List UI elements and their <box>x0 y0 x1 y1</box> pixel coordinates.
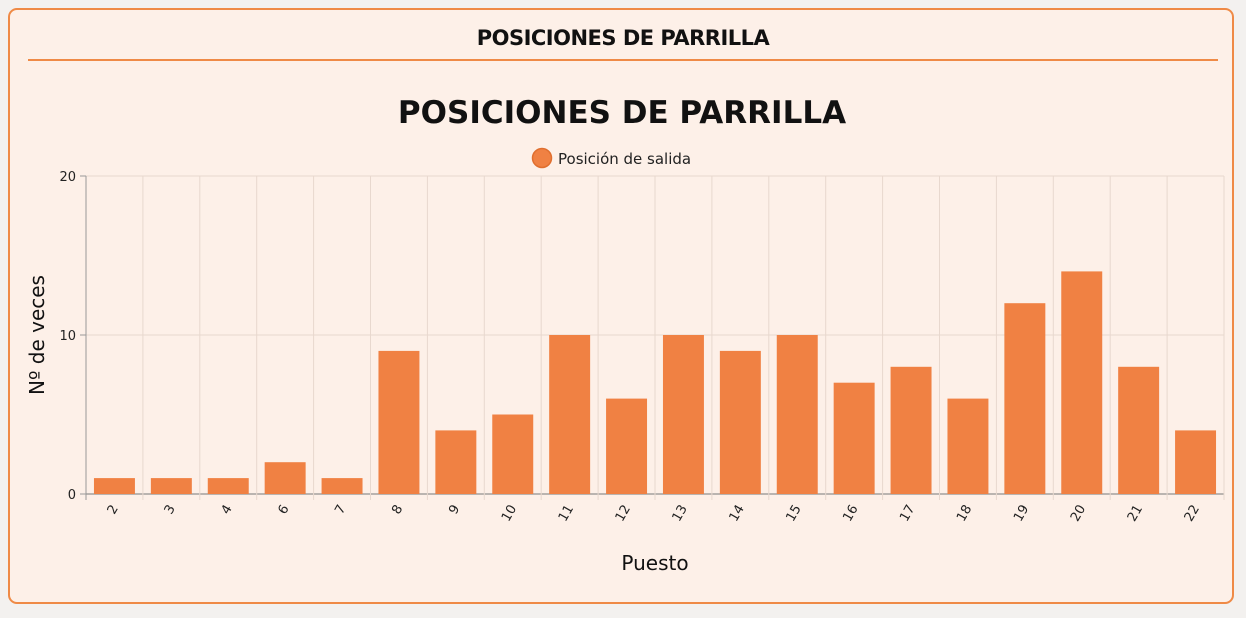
x-tick-label: 10 <box>499 503 520 525</box>
bar-9[interactable] <box>435 430 477 494</box>
x-tick-label: 19 <box>1011 503 1032 525</box>
x-tick-label: 15 <box>783 503 804 525</box>
x-tick-label: 4 <box>219 503 236 518</box>
y-axis-ticks: 0 10 20 <box>59 170 86 503</box>
grid-lines <box>85 175 1225 500</box>
x-tick-label: 6 <box>275 503 292 518</box>
bar-10[interactable] <box>492 414 534 495</box>
legend-label: Posición de salida <box>558 150 691 168</box>
bar-4[interactable] <box>207 478 249 494</box>
bar-13[interactable] <box>662 335 704 494</box>
bars <box>93 271 1217 495</box>
x-tick-label: 16 <box>840 503 861 525</box>
x-axis-ticks: 2 3 4 6 7 8 9 10 11 12 13 14 15 16 17 18 19 20 21 22 <box>105 503 1203 525</box>
x-tick-label: 8 <box>389 503 406 518</box>
x-tick-label: 21 <box>1125 503 1146 525</box>
legend[interactable]: Posición de salida <box>531 147 692 169</box>
y-tick-label: 10 <box>59 329 76 344</box>
x-tick-label: 13 <box>670 503 691 525</box>
bar-7[interactable] <box>321 478 363 494</box>
bar-15[interactable] <box>776 335 818 494</box>
bar-11[interactable] <box>549 335 591 494</box>
bar-8[interactable] <box>378 350 420 494</box>
bar-2[interactable] <box>93 478 135 494</box>
panel-title: POSICIONES DE PARRILLA <box>28 10 1218 61</box>
x-tick-label: 14 <box>727 503 748 525</box>
bar-22[interactable] <box>1175 430 1217 494</box>
x-tick-label: 11 <box>556 503 577 525</box>
y-tick-label: 20 <box>59 170 76 185</box>
bar-21[interactable] <box>1118 366 1160 494</box>
x-tick-label: 12 <box>613 503 634 525</box>
x-tick-label: 17 <box>897 503 918 525</box>
y-tick-label: 0 <box>68 488 76 503</box>
bar-3[interactable] <box>150 478 192 494</box>
x-tick-label: 3 <box>162 503 179 518</box>
x-tick-label: 7 <box>332 503 349 518</box>
bar-12[interactable] <box>606 398 648 494</box>
bar-16[interactable] <box>833 382 875 494</box>
y-axis-label: Nº de veces <box>25 275 49 395</box>
bar-19[interactable] <box>1004 303 1046 494</box>
x-tick-label: 9 <box>446 503 463 518</box>
bar-17[interactable] <box>890 366 932 494</box>
bar-6[interactable] <box>264 462 306 494</box>
x-tick-label: 18 <box>954 503 975 525</box>
x-tick-label: 20 <box>1068 503 1089 525</box>
chart-title: POSICIONES DE PARRILLA <box>398 95 846 131</box>
bar-14[interactable] <box>719 350 761 494</box>
x-tick-label: 22 <box>1182 503 1203 525</box>
x-tick-label: 2 <box>105 503 122 518</box>
x-axis-label: Puesto <box>621 551 688 575</box>
legend-swatch <box>531 147 553 169</box>
bar-18[interactable] <box>947 398 989 494</box>
bar-20[interactable] <box>1061 271 1103 494</box>
